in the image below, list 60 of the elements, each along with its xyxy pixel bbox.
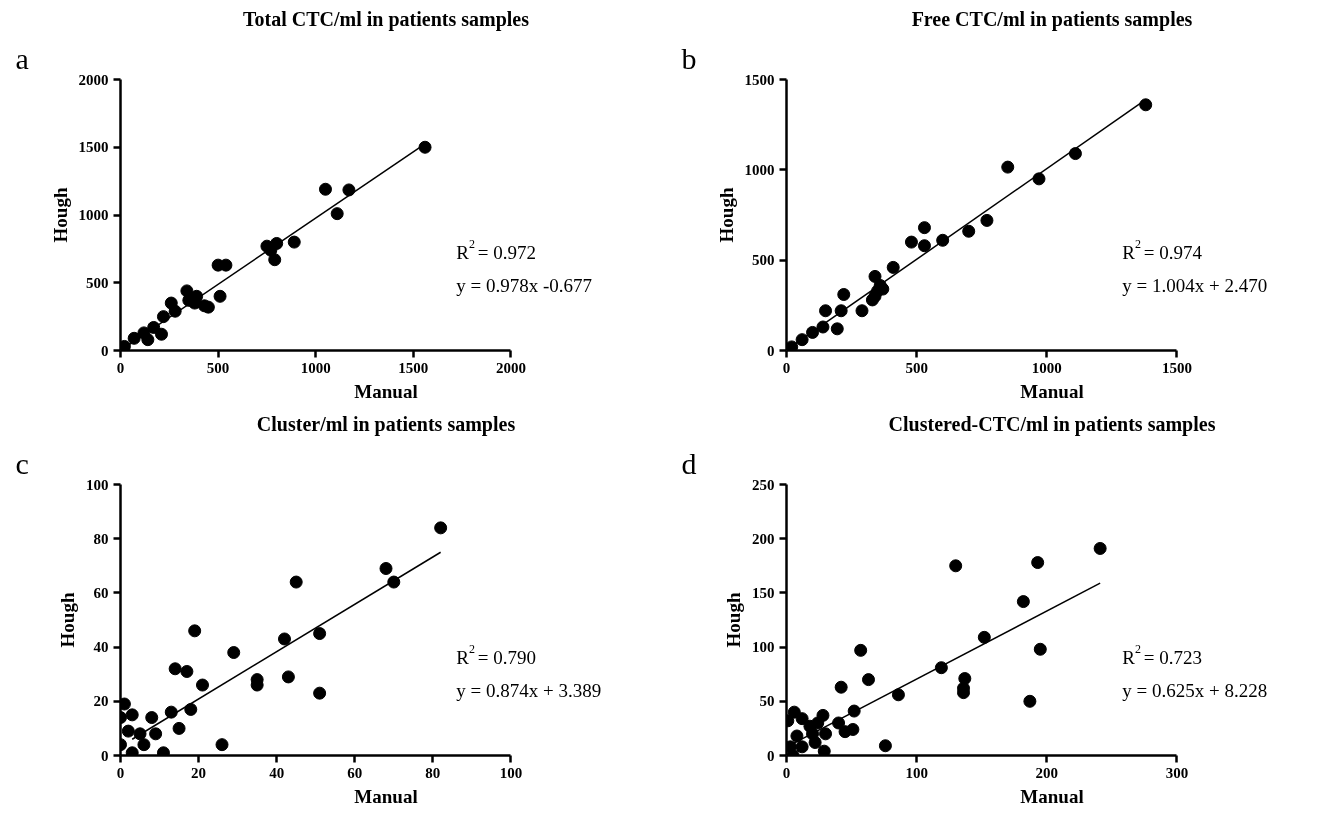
x-tick-label: 2000 bbox=[495, 359, 526, 376]
y-axis-title: Hough bbox=[715, 187, 737, 243]
x-tick-label: 100 bbox=[499, 764, 523, 781]
x-tick-label: 0 bbox=[782, 764, 791, 781]
y-tick-label: 1500 bbox=[744, 71, 775, 88]
x-tick-label: 0 bbox=[116, 764, 125, 781]
x-tick-label: 500 bbox=[905, 359, 928, 376]
x-tick-label: 200 bbox=[1035, 764, 1059, 781]
y-tick-label: 0 bbox=[101, 747, 109, 764]
x-axis-title: Manual bbox=[1020, 785, 1084, 807]
y-tick-label: 0 bbox=[101, 342, 109, 359]
y-tick-label: 250 bbox=[752, 476, 775, 493]
y-tick-label: 80 bbox=[93, 530, 109, 547]
y-tick-label: 150 bbox=[752, 584, 775, 601]
x-tick-label: 1500 bbox=[1161, 359, 1192, 376]
chart-title: Free CTC/ml in patients samples bbox=[911, 7, 1193, 31]
y-tick-label: 1500 bbox=[78, 139, 109, 156]
x-tick-label: 500 bbox=[206, 359, 230, 376]
x-axis-title: Manual bbox=[354, 380, 418, 402]
text: a bbox=[15, 41, 29, 75]
x-axis-title: Manual bbox=[1020, 380, 1084, 402]
y-tick-label: 20 bbox=[93, 693, 109, 710]
x-tick-label: 300 bbox=[1165, 764, 1189, 781]
x-tick-label: 80 bbox=[425, 764, 441, 781]
x-tick-label: 0 bbox=[116, 359, 125, 376]
x-tick-label: 1000 bbox=[1031, 359, 1062, 376]
y-tick-label: 500 bbox=[752, 252, 775, 269]
y-tick-label: 40 bbox=[93, 639, 109, 656]
y-tick-label: 500 bbox=[86, 274, 109, 291]
y-tick-label: 0 bbox=[767, 747, 775, 764]
y-tick-label: 2000 bbox=[78, 71, 109, 88]
x-tick-label: 40 bbox=[269, 764, 285, 781]
chart-title: Cluster/ml in patients samples bbox=[256, 412, 516, 436]
x-tick-label: 20 bbox=[191, 764, 207, 781]
annotation: y = 0.978x -0.677 bbox=[456, 274, 593, 296]
y-axis-title: Hough bbox=[723, 592, 744, 648]
x-tick-label: 1000 bbox=[300, 359, 331, 376]
chart-title: Clustered-CTC/ml in patients samples bbox=[888, 412, 1216, 436]
y-tick-label: 100 bbox=[752, 639, 775, 656]
text: d bbox=[681, 446, 697, 480]
y-axis-title: Hough bbox=[49, 187, 71, 243]
annotation: y = 1.004x + 2.470 bbox=[1122, 274, 1268, 296]
y-tick-label: 1000 bbox=[78, 207, 109, 223]
x-tick-label: 0 bbox=[782, 359, 791, 376]
x-tick-label: 60 bbox=[347, 764, 363, 781]
x-tick-label: 100 bbox=[905, 764, 928, 781]
annotation: y = 0.625x + 8.228 bbox=[1122, 679, 1268, 701]
y-tick-label: 100 bbox=[86, 476, 109, 493]
annotation: y = 0.874x + 3.389 bbox=[456, 679, 602, 701]
text: b bbox=[681, 41, 697, 75]
y-tick-label: 200 bbox=[752, 530, 775, 547]
y-axis-title: Hough bbox=[57, 592, 78, 648]
y-tick-label: 1000 bbox=[744, 161, 775, 178]
y-tick-label: 60 bbox=[93, 584, 109, 601]
y-tick-label: 50 bbox=[759, 693, 775, 710]
x-tick-label: 1500 bbox=[398, 359, 429, 376]
y-tick-label: 0 bbox=[767, 342, 775, 359]
text: c bbox=[15, 446, 29, 480]
x-axis-title: Manual bbox=[354, 785, 418, 807]
chart-title: Total CTC/ml in patients samples bbox=[243, 7, 530, 31]
